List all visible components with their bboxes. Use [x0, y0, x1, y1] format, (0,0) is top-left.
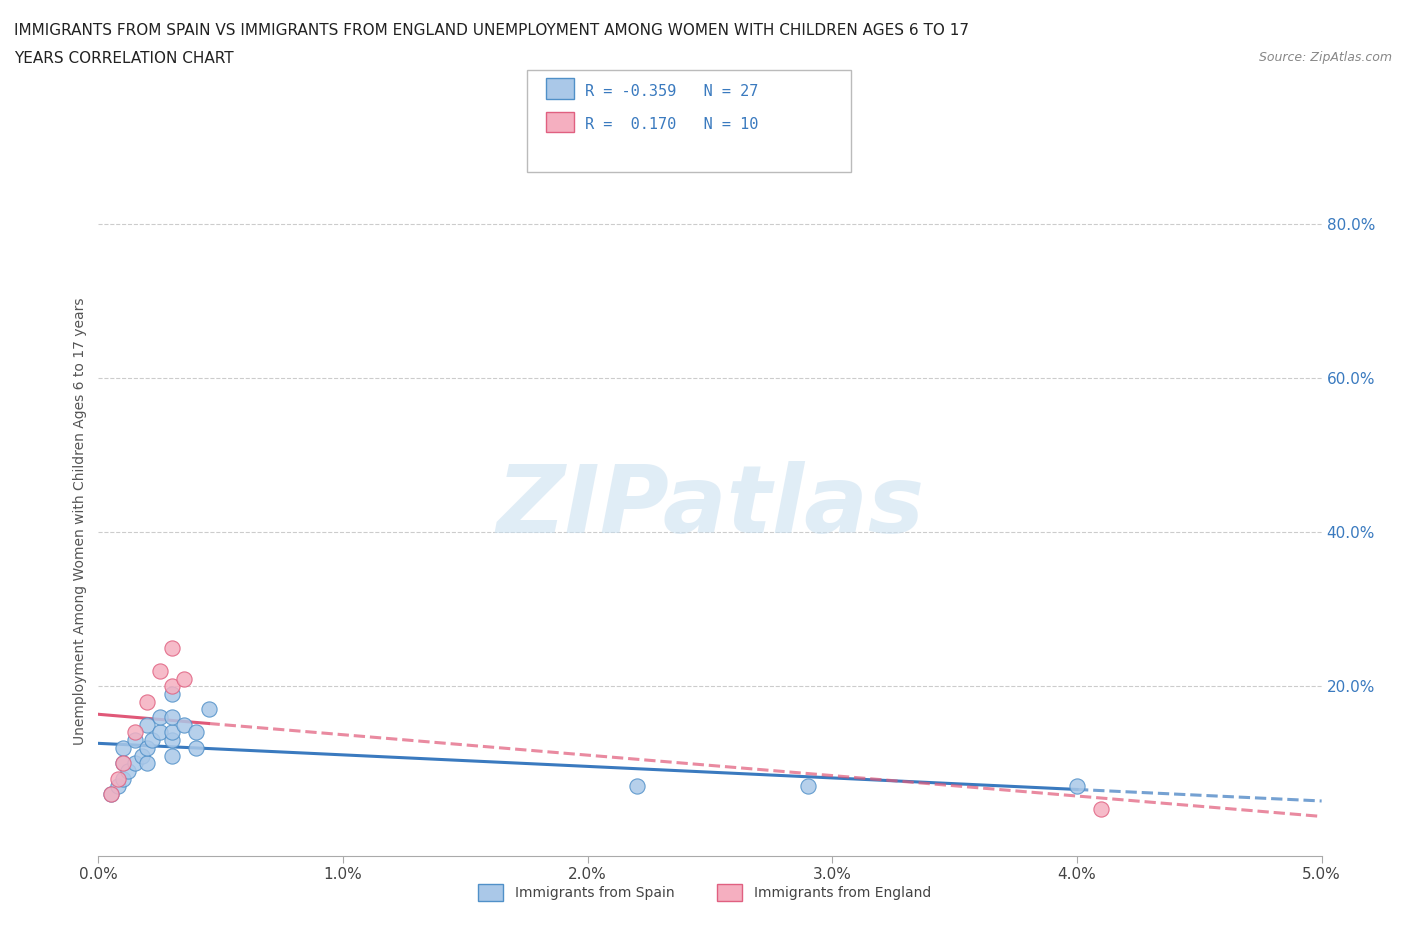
Point — [107, 779, 129, 794]
Y-axis label: Unemployment Among Women with Children Ages 6 to 17 years: Unemployment Among Women with Children A… — [73, 297, 87, 745]
Text: ZIPatlas: ZIPatlas — [496, 461, 924, 553]
Point — [124, 725, 146, 740]
Point — [136, 717, 159, 732]
Point — [136, 740, 159, 755]
Point — [131, 748, 153, 763]
Text: YEARS CORRELATION CHART: YEARS CORRELATION CHART — [14, 51, 233, 66]
Point — [1066, 779, 1088, 794]
Point — [160, 679, 183, 694]
Point — [100, 787, 122, 802]
Text: Source: ZipAtlas.com: Source: ZipAtlas.com — [1258, 51, 1392, 64]
Point — [186, 740, 208, 755]
Text: Immigrants from Spain: Immigrants from Spain — [515, 885, 675, 900]
Point — [149, 710, 172, 724]
Point — [107, 771, 129, 786]
Text: IMMIGRANTS FROM SPAIN VS IMMIGRANTS FROM ENGLAND UNEMPLOYMENT AMONG WOMEN WITH C: IMMIGRANTS FROM SPAIN VS IMMIGRANTS FROM… — [14, 23, 969, 38]
Text: R =  0.170   N = 10: R = 0.170 N = 10 — [585, 117, 758, 132]
Point — [111, 756, 134, 771]
Point — [136, 694, 159, 709]
Point — [160, 725, 183, 740]
Point — [117, 764, 139, 778]
Point — [173, 671, 195, 686]
Point — [186, 725, 208, 740]
Point — [100, 787, 122, 802]
Point — [149, 725, 172, 740]
Text: R = -0.359   N = 27: R = -0.359 N = 27 — [585, 84, 758, 99]
Point — [197, 702, 219, 717]
Point — [136, 756, 159, 771]
Point — [797, 779, 820, 794]
Point — [160, 733, 183, 748]
Point — [160, 641, 183, 656]
Point — [160, 710, 183, 724]
Point — [160, 748, 183, 763]
Point — [1090, 802, 1112, 817]
Point — [141, 733, 163, 748]
Point — [111, 756, 134, 771]
Point — [160, 686, 183, 701]
Point — [626, 779, 648, 794]
Point — [111, 771, 134, 786]
Point — [149, 663, 172, 678]
Point — [111, 740, 134, 755]
Point — [173, 717, 195, 732]
Point — [124, 756, 146, 771]
Point — [124, 733, 146, 748]
Text: Immigrants from England: Immigrants from England — [754, 885, 931, 900]
